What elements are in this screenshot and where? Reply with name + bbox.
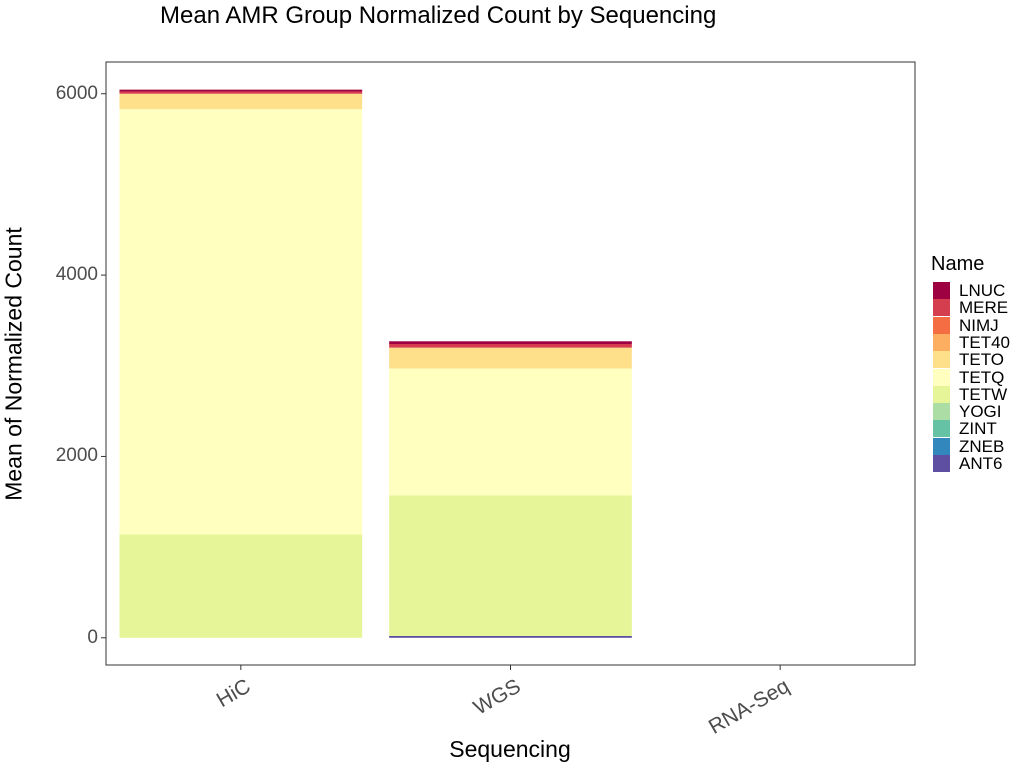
axes-layer <box>101 93 781 670</box>
legend-label: TETO <box>959 350 1005 370</box>
bars-layer <box>119 89 632 638</box>
bar-wgs-ant6 <box>389 635 632 638</box>
y-tick-label: 6000 <box>55 82 98 104</box>
legend-label: LNUC <box>959 281 1006 300</box>
legend-swatch <box>933 299 950 317</box>
bar-wgs-tetq <box>389 368 632 496</box>
legend-swatch <box>933 385 950 403</box>
legend-label: NIMJ <box>959 315 999 335</box>
bar-wgs-tetw <box>389 495 632 636</box>
legend-label: TET40 <box>959 332 1011 352</box>
legend-swatch <box>933 282 950 299</box>
legend-swatch <box>933 403 950 421</box>
bar-wgs-teto <box>389 347 632 369</box>
legend-label: MERE <box>959 298 1009 318</box>
x-axis-title: Sequencing <box>449 736 571 762</box>
bar-wgs-mere <box>389 344 632 348</box>
bar-hic-mere <box>119 91 363 94</box>
legend-swatch <box>933 420 950 438</box>
bar-hic-lnuc <box>119 89 363 92</box>
legend-swatch <box>933 368 950 386</box>
legend-label: ZNEB <box>959 436 1005 456</box>
bar-hic-teto <box>119 93 363 110</box>
chart-title: Mean AMR Group Normalized Count by Seque… <box>160 2 717 29</box>
legend-label: TETW <box>959 384 1008 404</box>
legend-swatch <box>933 351 950 369</box>
legend-label: YOGI <box>959 402 1002 422</box>
y-tick-label: 2000 <box>55 445 98 467</box>
legend-swatch <box>933 455 950 472</box>
legend-swatch <box>933 333 950 351</box>
bar-hic-tetq <box>119 109 363 535</box>
y-tick-label: 0 <box>87 626 98 648</box>
legend-label: ZINT <box>959 419 997 439</box>
y-tick-label: 4000 <box>55 264 98 286</box>
legend-label: ANT6 <box>959 454 1003 473</box>
legend-title: Name <box>931 253 985 275</box>
legend-swatch <box>933 316 950 334</box>
legend-swatch <box>933 437 950 455</box>
bar-hic-tetw <box>119 534 363 638</box>
legend-label: TETQ <box>959 367 1005 387</box>
bar-wgs-lnuc <box>389 341 632 345</box>
